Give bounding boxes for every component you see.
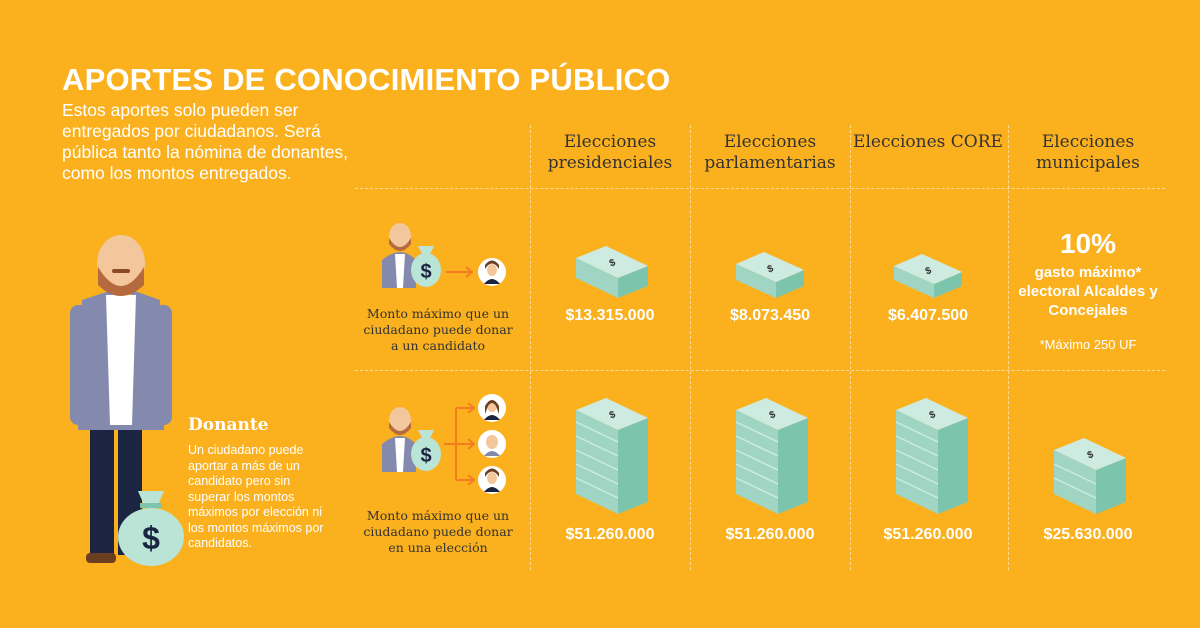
donor-title: Donante — [188, 415, 269, 435]
donor-description: Un ciudadano puede aportar a más de un c… — [188, 443, 324, 550]
row2-donor-icon: $ — [382, 394, 506, 494]
svg-text:$: $ — [420, 445, 431, 467]
cash-stack-icon: $ — [736, 252, 804, 298]
municipal-note: gasto máximo* electoral Alcaldes y Conce… — [1018, 264, 1158, 319]
intro-text: Estos aportes solo pueden ser entregados… — [62, 100, 349, 183]
column-header-municipales: Elecciones municipales — [1036, 132, 1140, 173]
amount-parlamentarias-candidato: $8.073.450 — [729, 307, 811, 324]
svg-text:$: $ — [768, 409, 778, 421]
amount-presidenciales-eleccion: $51.260.000 — [565, 526, 655, 543]
cash-stack-icon: $ — [894, 254, 962, 298]
row1-donor-icon: $ — [382, 223, 506, 288]
row1-label: Monto máximo que un ciudadano puede dona… — [363, 306, 513, 353]
money-bag-icon: $ — [118, 491, 184, 566]
cash-stack-icon: $ — [576, 246, 648, 298]
cash-stack-icon: $ — [575, 398, 648, 514]
amount-core-candidato: $6.407.500 — [887, 307, 969, 324]
svg-text:$: $ — [142, 520, 160, 556]
municipal-percent: 10% — [1059, 228, 1117, 259]
column-header-core: Elecciones CORE — [853, 132, 1003, 152]
cash-stack-icon: $ — [895, 398, 968, 514]
municipal-footnote: *Máximo 250 UF — [1039, 337, 1137, 352]
grid-line — [355, 188, 1165, 189]
row2-label: Monto máximo que un ciudadano puede dona… — [363, 508, 513, 555]
amount-parlamentarias-eleccion: $51.260.000 — [725, 526, 815, 543]
cash-stack-icon: $ — [1053, 438, 1126, 514]
svg-text:$: $ — [608, 257, 618, 269]
svg-text:$: $ — [766, 263, 776, 275]
svg-text:$: $ — [608, 409, 618, 421]
grid-line — [355, 370, 1165, 371]
svg-text:$: $ — [420, 261, 431, 283]
column-header-parlamentarias: Elecciones parlamentarias — [704, 132, 836, 173]
grid-line — [690, 125, 691, 570]
cash-stack-icon: $ — [735, 398, 808, 514]
page-title: APORTES DE CONOCIMIENTO PÚBLICO — [62, 62, 671, 97]
svg-text:$: $ — [928, 409, 938, 421]
column-header-presidenciales: Elecciones presidenciales — [547, 132, 673, 173]
svg-text:$: $ — [924, 265, 934, 277]
amount-core-eleccion: $51.260.000 — [883, 526, 973, 543]
svg-text:$: $ — [1086, 449, 1096, 461]
grid-line — [530, 125, 531, 570]
grid-line — [850, 125, 851, 570]
grid-line — [1008, 125, 1009, 570]
amount-presidenciales-candidato: $13.315.000 — [565, 307, 655, 324]
amount-municipales-eleccion: $25.630.000 — [1043, 526, 1133, 543]
